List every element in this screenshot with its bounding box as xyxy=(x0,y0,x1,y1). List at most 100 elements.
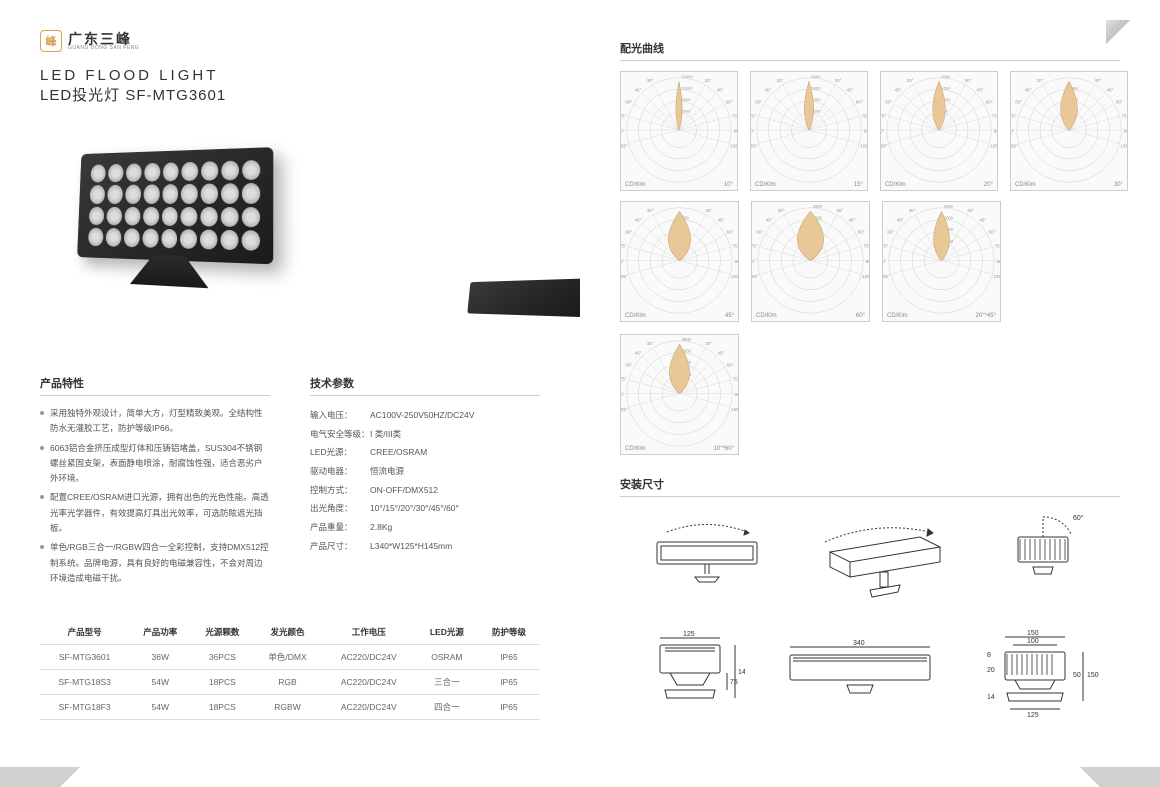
svg-text:90°: 90° xyxy=(734,128,738,133)
polar-row-1: 105° 105° 90° 90° 75° 75° 60° 60° 45° 45° 30° 30° 60… xyxy=(620,71,1120,189)
diagram-front: 125 75 145 xyxy=(635,630,745,720)
svg-text:75°: 75° xyxy=(732,244,738,249)
svg-text:105°: 105° xyxy=(990,143,997,148)
svg-text:45°: 45° xyxy=(717,87,724,92)
svg-text:30°: 30° xyxy=(1037,78,1044,83)
feature-list: 采用独特外观设计，简单大方，灯型精致美观。全结构性防水无灌胶工艺，防护等级IP6… xyxy=(40,406,270,586)
svg-text:75°: 75° xyxy=(862,113,867,118)
svg-text:45°: 45° xyxy=(717,217,724,222)
svg-text:45°: 45° xyxy=(894,87,901,92)
spec-row: 驱动电器：恒流电源 xyxy=(310,462,540,481)
svg-text:90°: 90° xyxy=(621,259,625,264)
svg-text:90°: 90° xyxy=(734,392,738,397)
svg-text:105°: 105° xyxy=(731,274,738,279)
svg-text:45°: 45° xyxy=(847,87,854,92)
svg-text:105°: 105° xyxy=(731,407,738,412)
polar-title: 配光曲线 xyxy=(620,40,1120,61)
svg-text:10000: 10000 xyxy=(681,85,693,90)
left-page: 峰 广东三峰 GUANG DONG SAN FENG LED FLOOD LIG… xyxy=(0,0,580,787)
svg-text:12000: 12000 xyxy=(681,74,693,79)
svg-text:60°: 60° xyxy=(887,230,894,235)
svg-text:6000: 6000 xyxy=(681,109,691,114)
svg-text:75°: 75° xyxy=(732,113,737,118)
spec-row: 控制方式：ON-OFF/DMX512 xyxy=(310,481,540,500)
table-header: LED光源 xyxy=(416,620,478,645)
svg-text:105°: 105° xyxy=(730,143,737,148)
svg-text:75°: 75° xyxy=(994,244,1000,249)
feature-item: 采用独特外观设计，简单大方，灯型精致美观。全结构性防水无灌胶工艺，防护等级IP6… xyxy=(40,406,270,437)
svg-text:1500: 1500 xyxy=(941,85,951,90)
svg-text:105°: 105° xyxy=(751,143,758,148)
svg-text:75°: 75° xyxy=(621,244,627,249)
polar-row-2: 105° 105° 90° 90° 75° 75° 60° 60° 45° 45° 30° 30° 30… xyxy=(620,201,995,451)
product-table: 产品型号产品功率光源颗数发光颜色工作电压LED光源防护等级 SF-MTG3601… xyxy=(40,620,540,720)
svg-text:2500: 2500 xyxy=(944,204,954,209)
svg-text:100: 100 xyxy=(1027,638,1039,645)
svg-text:30°: 30° xyxy=(778,208,785,213)
svg-text:30°: 30° xyxy=(836,208,843,213)
svg-text:90°: 90° xyxy=(621,128,625,133)
table-header: 防护等级 xyxy=(478,620,540,645)
logo-en: GUANG DONG SAN FENG xyxy=(68,46,139,51)
svg-text:105°: 105° xyxy=(883,274,890,279)
svg-text:60°: 60° xyxy=(625,230,632,235)
spec-list: 输入电压：AC100V-250V50HZ/DC24V电气安全等级：I 类/III… xyxy=(310,406,540,556)
svg-text:105°: 105° xyxy=(621,407,628,412)
svg-text:30°: 30° xyxy=(647,78,654,83)
svg-text:30°: 30° xyxy=(705,341,712,346)
spec-row: 输入电压：AC100V-250V50HZ/DC24V xyxy=(310,406,540,425)
table-header: 光源颗数 xyxy=(191,620,253,645)
svg-text:90°: 90° xyxy=(751,128,755,133)
svg-text:105°: 105° xyxy=(1011,143,1018,148)
svg-text:30°: 30° xyxy=(705,78,712,83)
svg-text:75°: 75° xyxy=(992,113,997,118)
svg-text:145: 145 xyxy=(738,669,745,676)
logo-icon: 峰 xyxy=(40,30,62,52)
install-diagrams: 60° 125 75 145 340 xyxy=(620,512,1120,722)
svg-text:45°: 45° xyxy=(1107,87,1114,92)
features-title: 产品特性 xyxy=(40,375,270,396)
svg-text:90°: 90° xyxy=(881,128,885,133)
svg-text:30°: 30° xyxy=(1095,78,1102,83)
spec-row: 电气安全等级：I 类/III类 xyxy=(310,425,540,444)
specs-title: 技术参数 xyxy=(310,375,540,396)
svg-text:50: 50 xyxy=(1073,672,1081,679)
diagram-iso xyxy=(810,512,960,602)
logo-cn: 广东三峰 xyxy=(68,32,139,46)
svg-text:60°: 60° xyxy=(856,99,863,104)
svg-text:60°: 60° xyxy=(727,363,734,368)
svg-text:125: 125 xyxy=(683,631,695,638)
svg-text:60°: 60° xyxy=(1116,99,1123,104)
diagram-side-swing: 60° xyxy=(993,512,1103,602)
right-page: 配光曲线 105° 105° 90° 90° 75° 75° 60° 60° 45° 45° 30°… xyxy=(580,0,1160,787)
spec-row: LED光源：CREE/OSRAM xyxy=(310,443,540,462)
svg-text:150: 150 xyxy=(1027,630,1039,637)
svg-text:60°: 60° xyxy=(625,99,632,104)
svg-text:30°: 30° xyxy=(777,78,784,83)
svg-text:45°: 45° xyxy=(635,350,642,355)
svg-text:60°: 60° xyxy=(756,230,763,235)
svg-text:90°: 90° xyxy=(864,128,868,133)
svg-text:60°: 60° xyxy=(727,230,734,235)
svg-text:45°: 45° xyxy=(766,217,773,222)
svg-text:45°: 45° xyxy=(634,87,641,92)
table-header: 产品功率 xyxy=(129,620,191,645)
table-row: SF-MTG360136W36PCS单色/DMXAC220/DC24VOSRAM… xyxy=(40,645,540,670)
logo: 峰 广东三峰 GUANG DONG SAN FENG xyxy=(40,30,540,52)
svg-text:75°: 75° xyxy=(881,113,887,118)
svg-text:45°: 45° xyxy=(848,217,855,222)
svg-text:75°: 75° xyxy=(1122,113,1127,118)
svg-text:60°: 60° xyxy=(986,99,993,104)
feature-item: 单色/RGB三合一/RGBW四合一全彩控制，支持DMX512控制系统。品牌电源，… xyxy=(40,540,270,586)
feature-item: 6063铝合金挤压成型灯体和压铸铝堵盖，SUS304不锈钢螺丝紧固支架，表面静电… xyxy=(40,441,270,487)
page-num-right: 130 xyxy=(1132,776,1145,785)
svg-text:90°: 90° xyxy=(996,259,1000,264)
svg-text:30°: 30° xyxy=(909,208,916,213)
svg-text:90°: 90° xyxy=(752,259,756,264)
polar-chart: 105°105°90°90°75°75°60°60°45°45°30°30°10… xyxy=(620,334,739,455)
svg-text:5000: 5000 xyxy=(811,85,821,90)
svg-text:90°: 90° xyxy=(1011,128,1015,133)
svg-text:75°: 75° xyxy=(621,377,627,382)
diagram-length: 340 xyxy=(775,635,945,715)
svg-text:90°: 90° xyxy=(1124,128,1128,133)
